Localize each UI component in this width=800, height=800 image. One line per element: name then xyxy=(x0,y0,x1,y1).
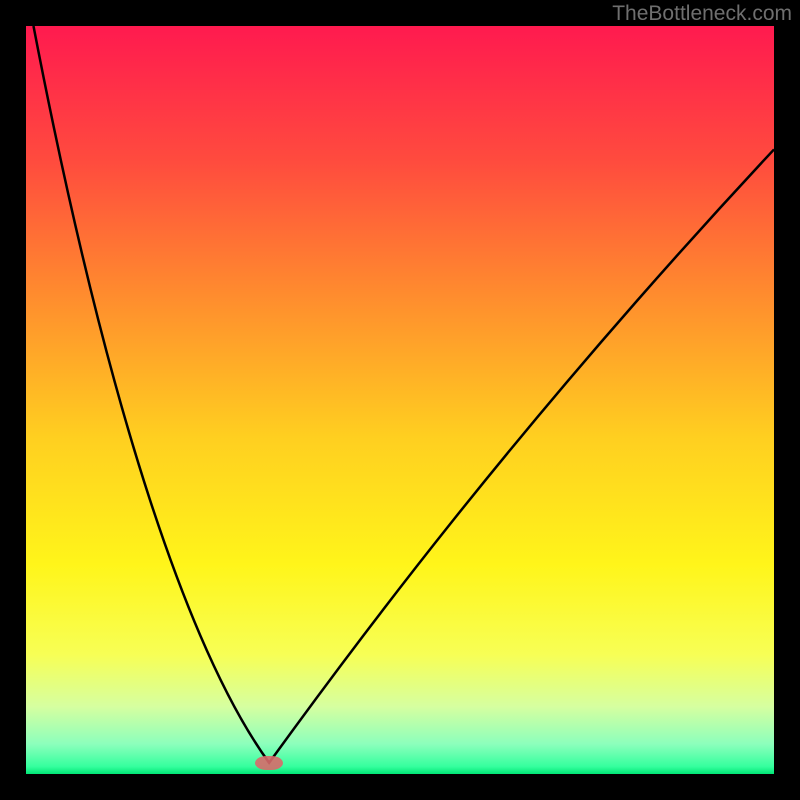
chart-container: TheBottleneck.com xyxy=(0,0,800,800)
vertex-marker xyxy=(255,756,283,770)
watermark-text: TheBottleneck.com xyxy=(612,2,792,26)
plot-area xyxy=(26,26,774,774)
curve-svg xyxy=(26,26,774,774)
bottleneck-curve xyxy=(33,26,774,763)
